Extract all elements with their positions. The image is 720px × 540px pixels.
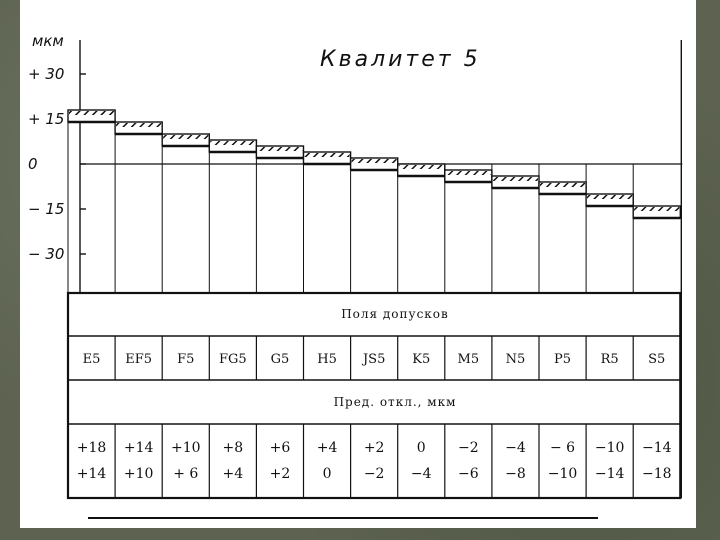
field-label-S5: S5 [648,352,665,367]
lower-deviation-E5: +14 [77,466,107,482]
lower-deviation-R5: −14 [595,466,625,482]
lower-deviation-K5: −4 [411,466,432,482]
lower-deviation-FG5: +4 [223,466,244,482]
lower-deviation-M5: −6 [458,466,479,482]
tolerance-hatch-H5 [304,153,350,157]
upper-deviation-FG5: +8 [223,440,244,456]
lower-deviation-G5: +2 [270,466,291,482]
y-tick-label: − 15 [28,200,64,218]
tolerance-hatch-F5 [163,135,209,139]
y-tick-label: + 30 [28,65,64,83]
field-label-H5: H5 [317,352,337,367]
field-label-G5: G5 [271,352,290,367]
tolerance-hatch-S5 [634,207,680,211]
lower-deviation-F5: + 6 [173,466,198,482]
diagram-sheet: мкм Квалитет 5 + 30 + 15 0 − 15 − 30 Поля до… [20,0,696,528]
upper-deviation-S5: −14 [642,440,672,456]
field-label-K5: K5 [412,352,430,367]
tolerance-hatch-JS5 [351,159,397,163]
tolerance-bars [67,109,682,293]
chart-title: Квалитет 5 [320,47,481,72]
lower-deviation-S5: −18 [642,466,672,482]
upper-deviation-G5: +6 [270,440,291,456]
field-label-F5: F5 [177,352,194,367]
tolerance-hatch-FG5 [210,141,256,145]
tolerance-hatch-N5 [492,177,538,181]
upper-deviation-EF5: +14 [124,440,154,456]
field-label-E5: E5 [83,352,101,367]
upper-deviation-K5: 0 [417,440,426,456]
table-border [66,291,682,500]
upper-deviation-R5: −10 [595,440,625,456]
lower-deviation-N5: −8 [505,466,526,482]
deviation-table: Поля допусков Пред. откл., мкм E5 +18 +14 E… [66,291,682,500]
field-label-EF5: EF5 [125,352,152,367]
lower-deviation-H5: 0 [323,466,332,482]
upper-deviation-M5: −2 [458,440,479,456]
y-axis: + 30 + 15 0 − 15 − 30 [28,40,86,293]
upper-deviation-JS5: +2 [364,440,385,456]
upper-deviation-H5: +4 [317,440,338,456]
y-tick-label: 0 [28,155,38,173]
lower-deviation-P5: −10 [548,466,578,482]
field-label-R5: R5 [601,352,619,367]
tolerance-hatch-R5 [587,195,633,199]
upper-deviation-P5: − 6 [550,440,575,456]
field-label-P5: P5 [554,352,571,367]
y-tick-label: + 15 [28,110,64,128]
upper-deviation-F5: +10 [171,440,201,456]
tolerance-chart: мкм Квалитет 5 + 30 + 15 0 − 15 − 30 Поля до… [28,32,683,519]
tolerance-hatch-M5 [445,171,491,175]
field-label-M5: M5 [458,352,480,367]
tolerance-hatch-K5 [398,165,444,169]
field-label-N5: N5 [506,352,526,367]
upper-deviation-E5: +18 [77,440,107,456]
table-header-fields: Поля допусков [341,307,449,321]
chart-frame [80,40,683,498]
tolerance-hatch-P5 [540,183,586,187]
lower-deviation-JS5: −2 [364,466,385,482]
field-label-FG5: FG5 [219,352,247,367]
tolerance-hatch-E5 [69,111,115,115]
tolerance-hatch-EF5 [116,123,162,127]
y-tick-label: − 30 [28,245,64,263]
y-axis-unit-label: мкм [32,32,64,50]
upper-deviation-N5: −4 [505,440,526,456]
lower-deviation-EF5: +10 [124,466,154,482]
tolerance-hatch-G5 [257,147,303,151]
field-label-JS5: JS5 [361,352,385,367]
table-header-deviations: Пред. откл., мкм [334,395,457,409]
